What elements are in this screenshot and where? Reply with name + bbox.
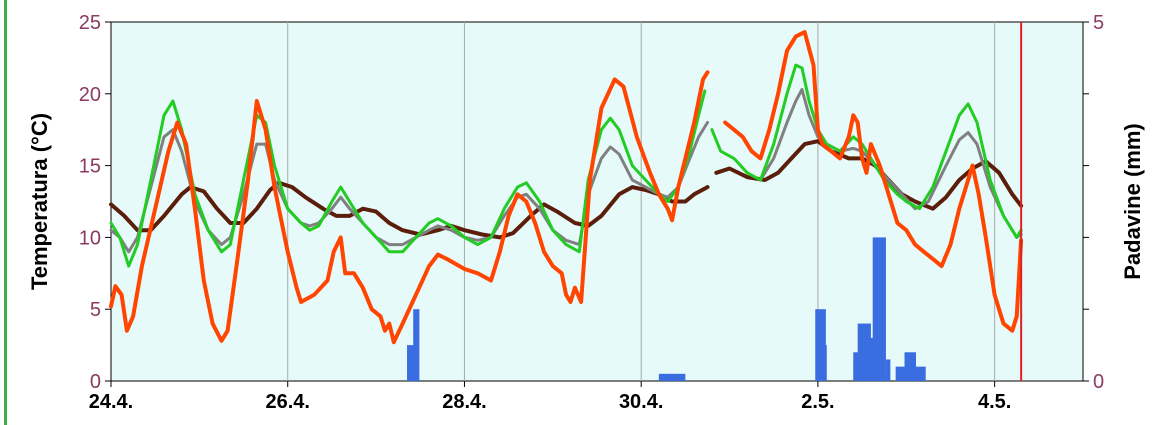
x-tick-label: 4.5. [978,391,1011,413]
brown-temperature-line [109,180,710,240]
left-axis-ticks: 0 5 10 15 20 25 [79,12,111,393]
left-axis-title: Temperatura (°C) [27,113,52,290]
right-axis-title: Padavine (mm) [1120,123,1145,280]
temperature-lines [109,30,1024,345]
x-tick-label: 24.4. [89,391,133,413]
left-tick-label: 25 [79,12,101,34]
right-tick-label: 0 [1093,371,1104,393]
x-tick-label: 28.4. [442,391,486,413]
orange-temperature-line [723,30,1024,333]
orange-temperature-line [109,70,710,345]
precipitation-bar [885,359,891,381]
x-tick-label: 2.5. [801,391,834,413]
precipitation-bar [822,345,827,381]
precipitation-bar [407,345,418,381]
right-axis-ticks: 05 [1083,12,1104,393]
left-tick-label: 5 [90,299,101,321]
left-frame-line [4,0,7,425]
right-tick-label: 5 [1093,12,1104,34]
precipitation-bars [407,237,926,381]
x-axis-ticks: 24.4. 26.4. 28.4. 30.4. 2.5. 4.5. [89,381,1011,413]
precipitation-bar [872,237,886,381]
green-temperature-line [109,89,707,268]
left-tick-label: 20 [79,84,101,106]
left-tick-label: 10 [79,227,101,249]
precipitation-bar [904,352,916,381]
left-tick-label: 0 [90,371,101,393]
x-tick-label: 26.4. [265,391,309,413]
left-tick-label: 15 [79,156,101,178]
precipitation-bar [915,366,926,381]
precipitation-bar [815,309,826,381]
x-tick-label: 30.4. [619,391,663,413]
precipitation-bar [658,373,686,381]
plot-background [110,21,1084,382]
precipitation-bar [413,309,420,381]
precipitation-bar [857,323,871,381]
